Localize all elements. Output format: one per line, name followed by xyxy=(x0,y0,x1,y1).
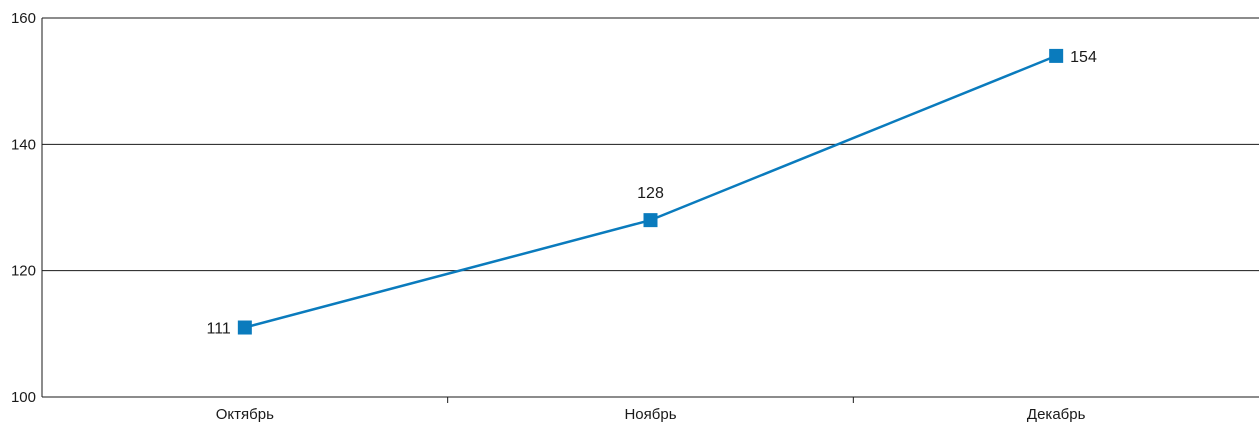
y-tick-label: 140 xyxy=(11,136,36,153)
x-tick-label: Декабрь xyxy=(1027,406,1086,423)
y-tick-label: 160 xyxy=(11,10,36,27)
y-tick-label: 100 xyxy=(11,389,36,406)
data-point-marker xyxy=(643,213,658,228)
x-axis xyxy=(41,18,1259,403)
x-axis-tick-labels: Октябрь Ноябрь Декабрь xyxy=(216,406,1086,423)
y-tick-label: 120 xyxy=(11,263,36,280)
data-label: 128 xyxy=(637,185,664,202)
y-axis-tick-labels: 100 120 140 160 xyxy=(11,10,36,406)
grid-lines xyxy=(42,17,1259,272)
x-tick-label: Ноябрь xyxy=(624,406,676,423)
data-labels: 111 128 154 xyxy=(207,49,1097,338)
series-markers xyxy=(237,48,1064,335)
data-point-marker xyxy=(1049,48,1064,63)
data-label: 154 xyxy=(1070,49,1097,66)
data-label: 111 xyxy=(207,321,231,338)
data-point-marker xyxy=(237,320,252,335)
x-tick-label: Октябрь xyxy=(216,406,274,423)
